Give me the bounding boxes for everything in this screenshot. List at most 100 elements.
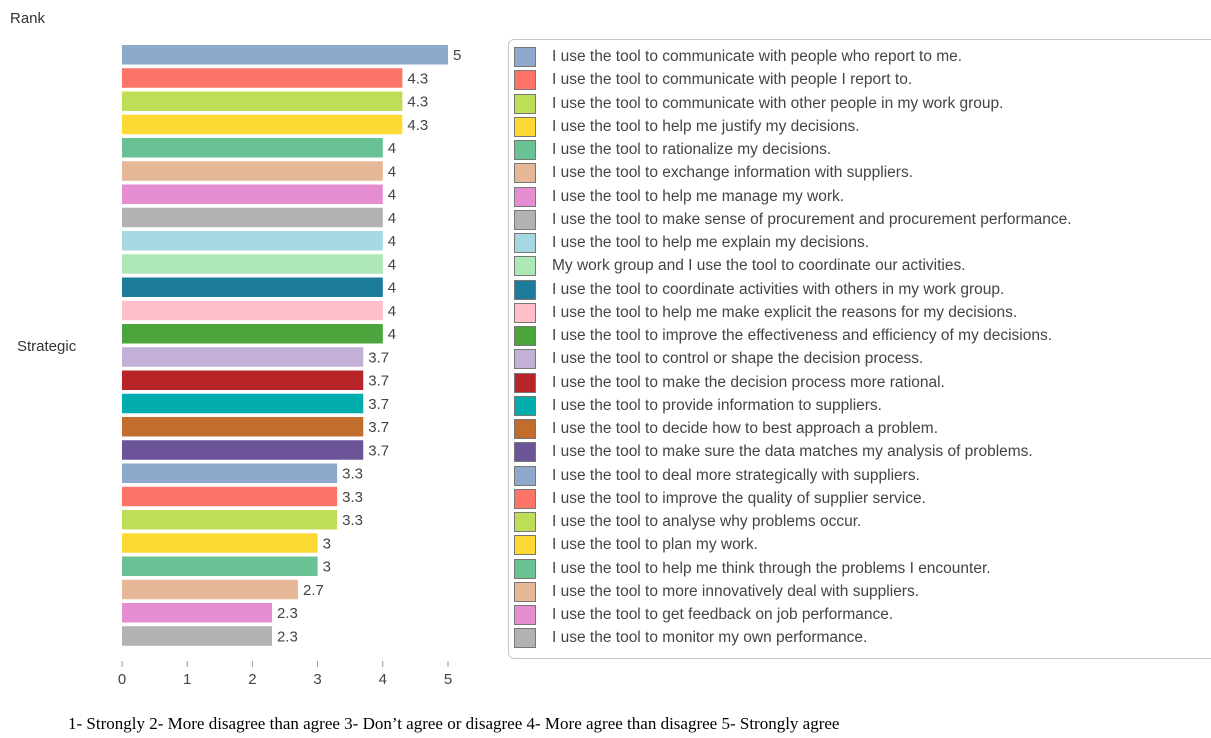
data-label: 3.3 (342, 512, 363, 529)
legend-swatch (514, 163, 536, 184)
bar (122, 138, 383, 158)
bar (122, 324, 383, 344)
legend-label: My work group and I use the tool to coor… (552, 257, 966, 275)
legend-label: I use the tool to help me make explicit … (552, 303, 1018, 321)
legend-item: I use the tool to deal more strategicall… (514, 465, 920, 487)
legend-label: I use the tool to improve the quality of… (552, 489, 926, 507)
legend-item: I use the tool to help me justify my dec… (514, 116, 860, 138)
data-label: 2.3 (277, 605, 298, 622)
bar (122, 277, 383, 297)
legend-swatch (514, 140, 536, 160)
data-label: 5 (453, 47, 461, 64)
x-tick-label: 3 (313, 671, 321, 688)
legend-label: I use the tool to communicate with other… (552, 94, 1004, 112)
legend-label: I use the tool to communicate with peopl… (552, 71, 913, 89)
legend-swatch (514, 535, 536, 556)
legend-item: I use the tool to make the decision proc… (514, 372, 945, 394)
legend-label: I use the tool to provide information to… (552, 396, 882, 414)
data-label: 3.3 (342, 466, 363, 483)
legend-label: I use the tool to control or shape the d… (552, 350, 924, 368)
legend-item: I use the tool to monitor my own perform… (514, 627, 867, 649)
legend-item: I use the tool to communicate with other… (514, 93, 1003, 115)
data-label: 2.3 (277, 628, 298, 645)
bar (122, 347, 364, 367)
data-label: 4.3 (407, 117, 428, 134)
bar (122, 300, 383, 321)
data-label: 3.7 (368, 373, 389, 390)
legend-swatch (514, 233, 536, 253)
legend-swatch (514, 349, 536, 370)
legend (508, 39, 1211, 659)
bar (122, 417, 364, 437)
legend-item: I use the tool to help me explain my dec… (514, 232, 869, 254)
data-label: 4.3 (407, 70, 428, 87)
data-label: 3.7 (368, 442, 389, 459)
data-label: 4 (388, 187, 396, 204)
legend-item: I use the tool to communicate with peopl… (514, 46, 962, 68)
legend-item: I use the tool to decide how to best app… (514, 418, 938, 440)
legend-label: I use the tool to make sense of procurem… (552, 210, 1072, 228)
legend-item: I use the tool to help me think through … (514, 558, 991, 580)
data-label: 3.7 (368, 396, 389, 413)
legend-swatch (514, 512, 536, 532)
bar (122, 440, 364, 460)
bar (122, 486, 338, 507)
legend-label: I use the tool to deal more strategicall… (552, 466, 920, 484)
x-tick-label: 1 (183, 671, 191, 688)
bar (122, 91, 403, 111)
legend-swatch (514, 581, 536, 602)
x-tick-label: 2 (248, 671, 256, 688)
legend-swatch (514, 465, 536, 486)
data-label: 3 (323, 559, 331, 576)
legend-swatch (514, 628, 536, 649)
bar (122, 603, 272, 623)
bar (122, 579, 299, 600)
data-label: 4 (388, 326, 396, 343)
legend-label: I use the tool to coordinate activities … (552, 280, 1005, 298)
legend-label: I use the tool to help me think through … (552, 559, 991, 577)
footnote: 1- Strongly 2- More disagree than agree … (68, 714, 840, 733)
legend-label: I use the tool to make sure the data mat… (552, 443, 1033, 461)
legend-item: I use the tool to exchange information w… (514, 162, 913, 184)
bar (122, 231, 383, 251)
category-label: Strategic (17, 338, 77, 355)
legend-swatch (514, 256, 536, 277)
legend-swatch (514, 70, 536, 91)
y-axis-label: Rank (10, 10, 46, 27)
legend-item: I use the tool to improve the effectiven… (514, 325, 1052, 347)
data-label: 4.3 (407, 94, 428, 111)
x-tick-label: 4 (379, 671, 387, 688)
legend-swatch (514, 209, 536, 230)
legend-swatch (514, 395, 536, 416)
legend-swatch (514, 326, 536, 346)
legend-item: I use the tool to help me make explicit … (514, 302, 1017, 324)
legend-item: I use the tool to analyse why problems o… (514, 511, 861, 533)
legend-label: I use the tool to help me justify my dec… (552, 117, 860, 135)
legend-swatch (514, 93, 536, 114)
legend-label: I use the tool to monitor my own perform… (552, 629, 868, 647)
legend-swatch (514, 558, 536, 579)
legend-swatch (514, 605, 536, 625)
plot-area: 5 4.3 4.3 4.3 4 4 4 4 4 4 4 4 4 3.7 3.7 3.7 3.7 3.7 3.3 3.3… (118, 45, 461, 688)
bar (122, 556, 318, 576)
bar (122, 68, 403, 88)
bar (122, 393, 364, 414)
legend-swatch (514, 186, 536, 207)
legend-label: I use the tool to more innovatively deal… (552, 582, 920, 600)
data-label: 4 (388, 210, 396, 227)
legend-item: I use the tool to get feedback on job pe… (514, 604, 893, 626)
data-label: 3.3 (342, 489, 363, 506)
x-tick-label: 5 (444, 671, 452, 688)
legend-item: I use the tool to make sure the data mat… (514, 441, 1033, 463)
legend-label: I use the tool to get feedback on job pe… (552, 606, 894, 623)
legend-swatch (514, 47, 536, 67)
legend-item: I use the tool to communicate with peopl… (514, 69, 912, 91)
legend-swatch (514, 372, 536, 393)
bar (122, 370, 364, 390)
legend-item: I use the tool to coordinate activities … (514, 279, 1004, 301)
bar (122, 207, 383, 228)
legend-label: I use the tool to help me explain my dec… (552, 234, 870, 251)
data-label: 4 (388, 256, 396, 273)
legend-label: I use the tool to help me manage my work… (552, 187, 845, 205)
